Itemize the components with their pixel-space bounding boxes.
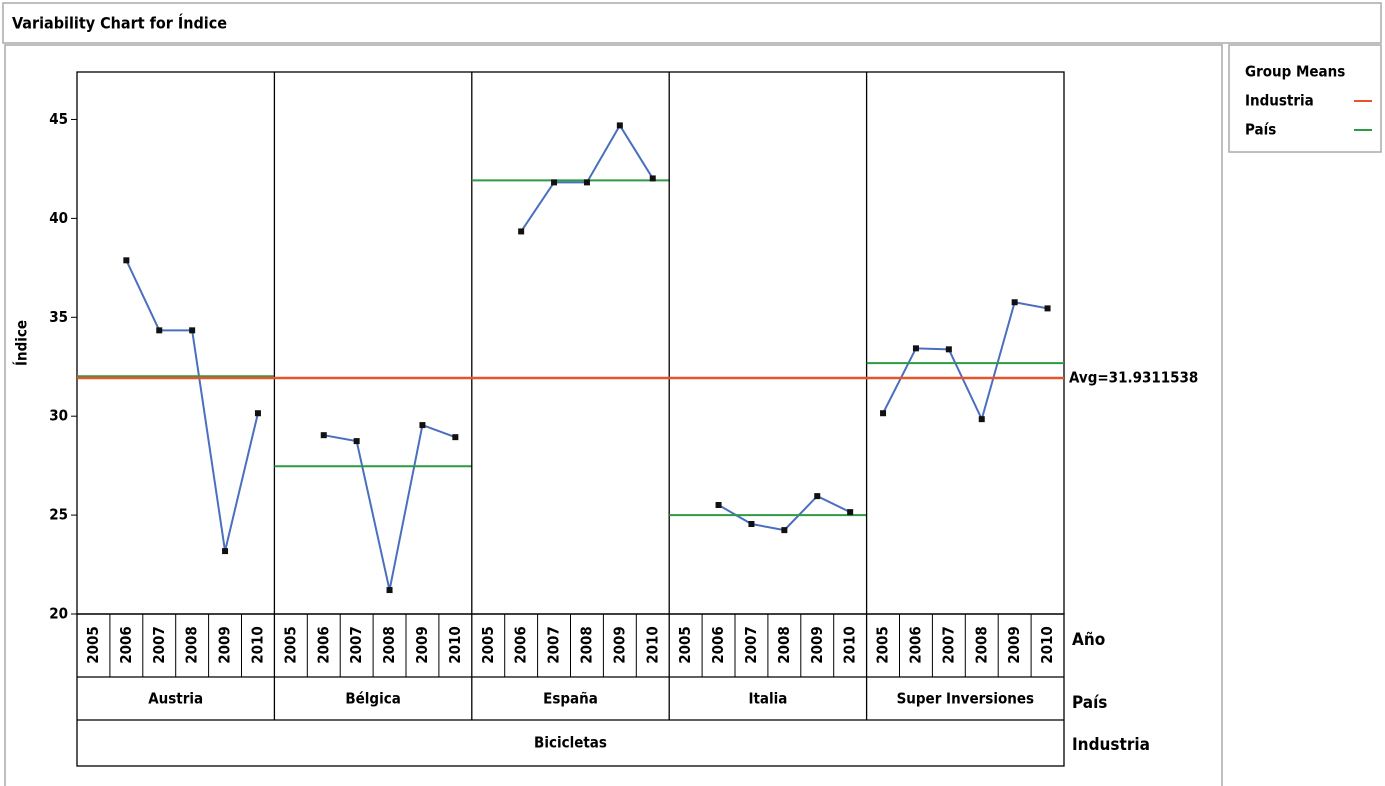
- point: [781, 527, 788, 534]
- year-label: 2010: [1038, 626, 1056, 664]
- level-name: Industria: [1072, 735, 1150, 755]
- year-label: 2005: [84, 626, 102, 664]
- point: [814, 493, 821, 500]
- y-tick-label: 40: [49, 209, 68, 227]
- year-label: 2009: [808, 626, 826, 664]
- year-label: 2005: [281, 626, 299, 664]
- group-label: Italia: [748, 690, 787, 708]
- series-line: [718, 494, 851, 532]
- y-axis-label: Índice: [12, 320, 31, 366]
- point: [551, 179, 558, 186]
- point: [189, 327, 196, 334]
- year-label: 2010: [841, 626, 859, 664]
- year-label: 2008: [577, 626, 595, 664]
- year-label: 2007: [545, 626, 563, 664]
- y-tick-label: 45: [49, 110, 68, 128]
- point: [583, 179, 590, 186]
- point: [847, 509, 854, 516]
- year-label: 2008: [183, 626, 201, 664]
- point: [978, 416, 985, 423]
- point: [715, 502, 722, 509]
- point: [880, 410, 887, 417]
- point: [320, 432, 327, 439]
- point: [1011, 299, 1018, 306]
- point: [616, 122, 623, 129]
- point: [649, 175, 656, 182]
- point: [254, 410, 261, 417]
- year-label: 2010: [446, 626, 464, 664]
- year-label: 2008: [972, 626, 990, 664]
- year-label: 2009: [610, 626, 628, 664]
- chart-title: Variability Chart for Índice: [12, 14, 227, 33]
- series-line: [125, 259, 259, 552]
- year-label: 2005: [676, 626, 694, 664]
- year-label: 2008: [380, 626, 398, 664]
- industry-label: Bicicletas: [534, 734, 607, 752]
- point: [912, 345, 919, 352]
- group-label: Bélgica: [345, 690, 400, 708]
- year-label: 2007: [150, 626, 168, 664]
- point: [748, 520, 755, 527]
- legend-box: [1228, 44, 1382, 153]
- year-label: 2006: [709, 626, 727, 664]
- point: [353, 438, 360, 445]
- year-label: 2006: [512, 626, 530, 664]
- group-label: Austria: [148, 690, 203, 708]
- point: [222, 548, 229, 555]
- group-label: Super Inversiones: [897, 690, 1034, 708]
- year-label: 2010: [643, 626, 661, 664]
- point: [452, 434, 459, 441]
- year-label: 2009: [216, 626, 234, 664]
- point: [123, 257, 130, 264]
- series-line: [882, 301, 1048, 423]
- year-label: 2005: [874, 626, 892, 664]
- year-label: 2007: [742, 626, 760, 664]
- point: [1044, 305, 1051, 312]
- year-label: 2005: [479, 626, 497, 664]
- point: [518, 228, 525, 235]
- chart-frame: [4, 44, 1223, 786]
- level-name: País: [1072, 693, 1107, 713]
- year-label: 2008: [775, 626, 793, 664]
- year-label: 2006: [906, 626, 924, 664]
- year-label: 2007: [939, 626, 957, 664]
- point: [945, 346, 952, 353]
- year-label: 2006: [117, 626, 135, 664]
- plot-area: [76, 71, 1065, 615]
- series-line: [520, 123, 654, 232]
- y-tick-label: 25: [49, 506, 68, 524]
- legend-title: Group Means: [1245, 63, 1345, 81]
- year-label: 2006: [314, 626, 332, 664]
- point: [386, 587, 393, 594]
- year-label: 2009: [413, 626, 431, 664]
- point: [156, 327, 163, 334]
- series-line: [323, 423, 456, 591]
- legend-label: País: [1245, 121, 1276, 139]
- year-label: 2009: [1005, 626, 1023, 664]
- y-tick-label: 20: [49, 605, 68, 623]
- level-name: Año: [1072, 630, 1105, 650]
- year-label: 2007: [347, 626, 365, 664]
- group-label: España: [543, 690, 598, 708]
- y-tick-label: 30: [49, 407, 68, 425]
- title-bar: [2, 2, 1382, 44]
- legend-label: Industria: [1245, 92, 1314, 110]
- y-tick-label: 35: [49, 308, 68, 326]
- point: [419, 422, 426, 429]
- year-label: 2010: [248, 626, 266, 664]
- mean-label: Avg=31.9311538: [1069, 368, 1198, 386]
